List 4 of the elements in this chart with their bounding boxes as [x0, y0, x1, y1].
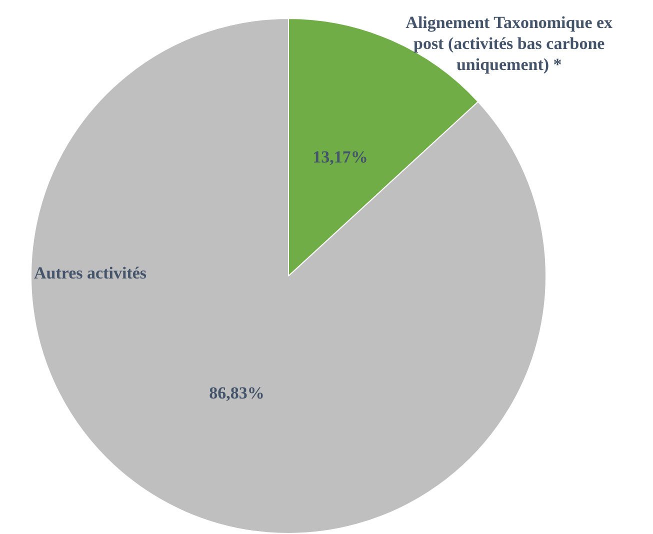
slice-label: Alignement Taxonomique ex post (activités bas carbone uniquement) * — [406, 12, 614, 74]
data-label: 13,17% — [312, 148, 368, 167]
slice-label: Autres activités — [34, 263, 147, 282]
data-label: 86,83% — [209, 383, 264, 402]
